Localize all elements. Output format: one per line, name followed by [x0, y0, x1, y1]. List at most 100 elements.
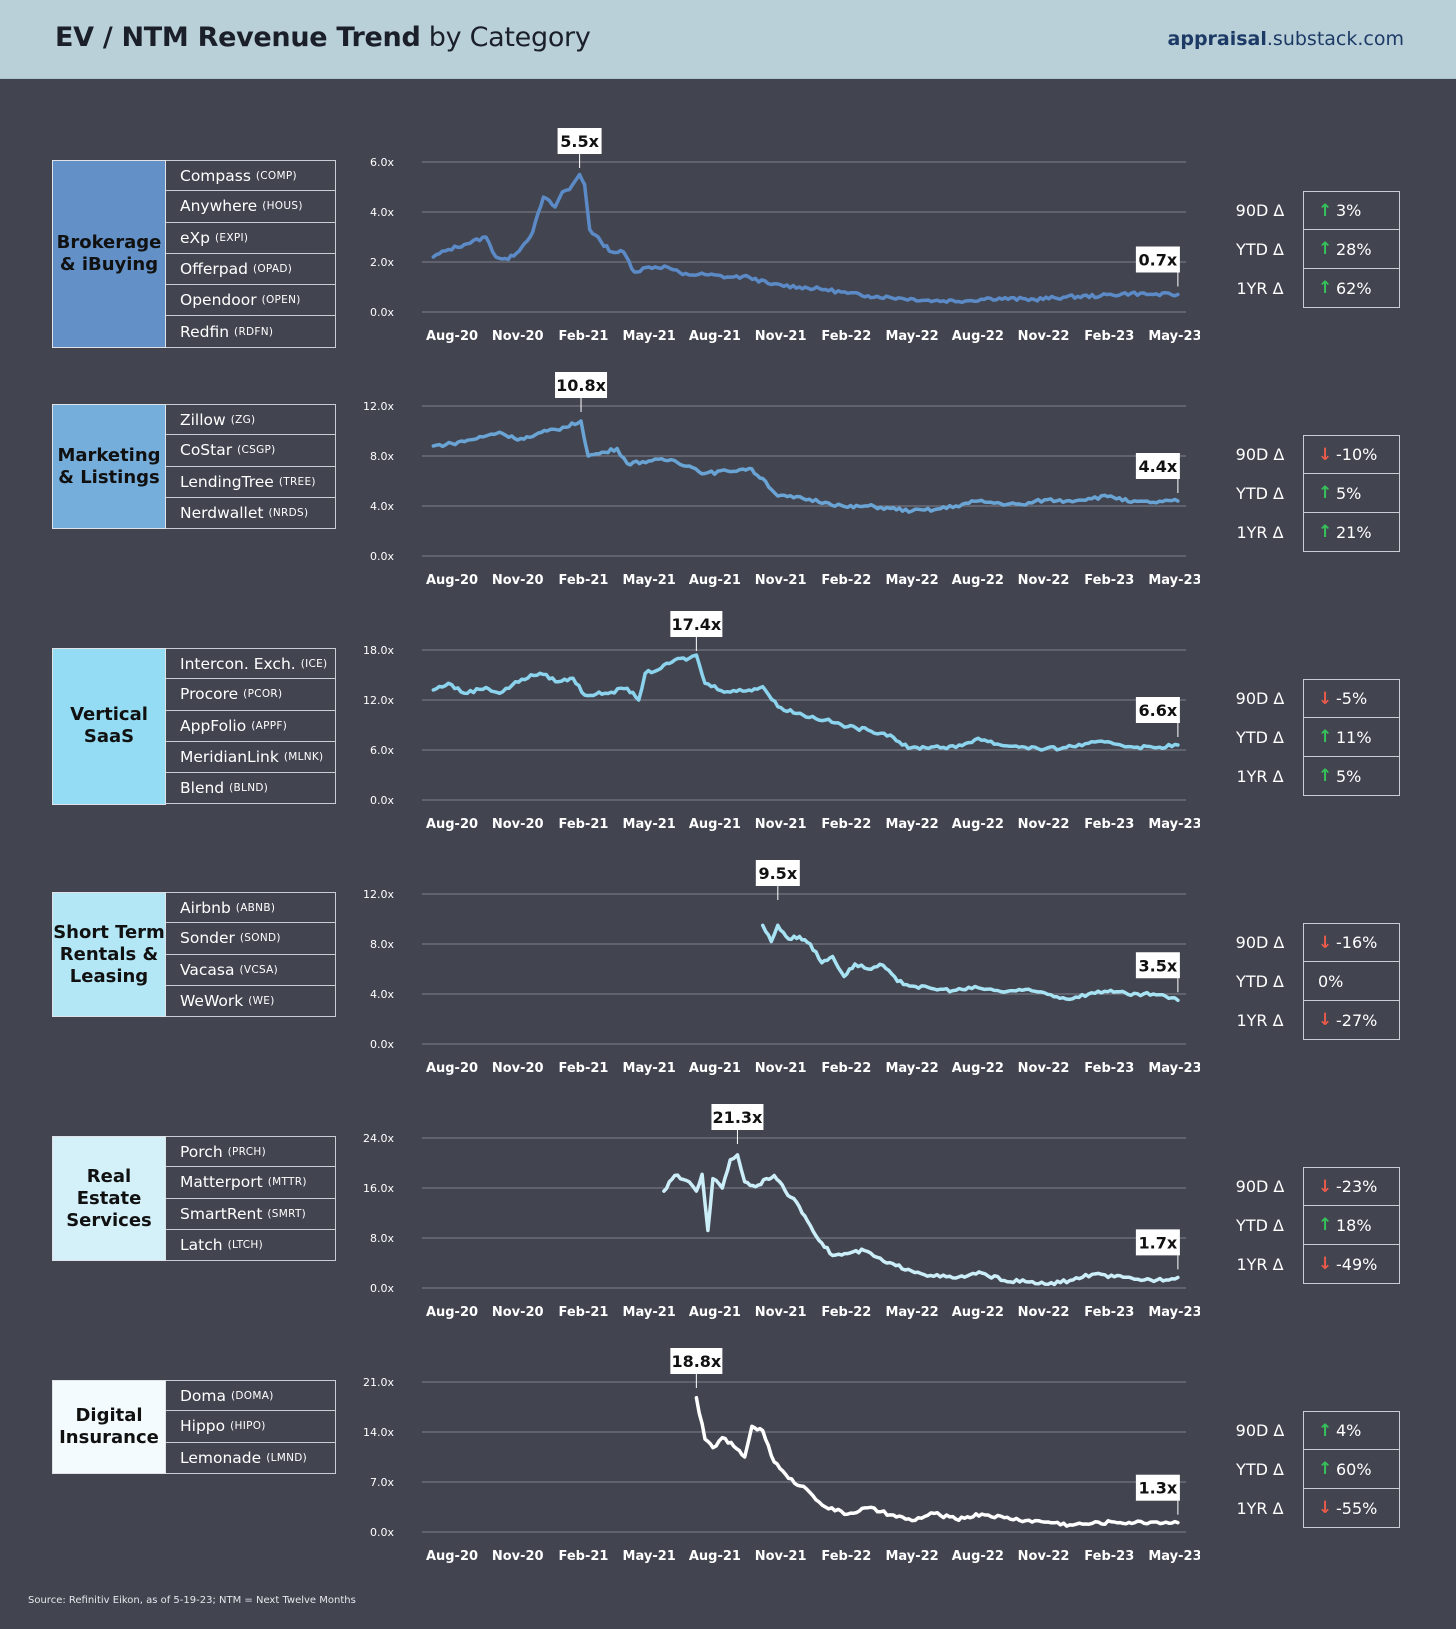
x-tick-label: Feb-21 [558, 329, 608, 344]
category-label: Short Term Rentals & Leasing [52, 892, 166, 1018]
end-callout: 4.4x [1135, 453, 1180, 493]
company-row: Opendoor (OPEN) [166, 285, 336, 317]
arrow-down-icon: ↓ [1318, 1010, 1333, 1030]
end-callout: 3.5x [1135, 952, 1180, 993]
x-tick-label: May-21 [623, 1305, 676, 1320]
delta-value: 5% [1336, 483, 1362, 503]
delta-label: 1YR Δ [1236, 1255, 1284, 1274]
arrow-down-icon: ↓ [1318, 1176, 1333, 1197]
company-name: Doma [180, 1386, 227, 1405]
company-name: LendingTree [180, 472, 274, 491]
company-row: Vacasa (VCSA) [166, 954, 336, 986]
x-tick-label: Nov-21 [755, 1549, 807, 1564]
y-tick-label: 6.0x [370, 156, 394, 169]
company-list: Airbnb (ABNB) Sonder (SOND) Vacasa (VCSA) WeWo… [166, 892, 336, 1018]
delta-value: 11% [1336, 727, 1372, 747]
x-tick-label: Nov-20 [492, 329, 544, 344]
series-line [431, 419, 1180, 514]
callout-label: 21.3x [713, 1108, 763, 1127]
delta-row: 90D Δ ↓ -5% [1230, 679, 1402, 718]
x-tick-label: Feb-22 [821, 573, 871, 588]
title-sub: by Category [428, 22, 591, 53]
y-tick-label: 8.0x [370, 938, 394, 951]
company-ticker: (OPEN) [261, 294, 301, 307]
company-name: Opendoor [180, 291, 257, 310]
company-row: Intercon. Exch. (ICE) [166, 648, 336, 680]
company-list: Compass (COMP) Anywhere (HOUS) eXp (EXPI) Offe… [166, 160, 336, 348]
delta-row: YTD Δ 0% [1230, 962, 1402, 1001]
delta-label: 90D Δ [1235, 1177, 1285, 1196]
delta-panel: 90D Δ ↓ -23% YTD Δ ↑ 18% 1YR Δ ↓ -49% [1230, 1167, 1402, 1284]
company-list: Zillow (ZG) CoStar (CSGP) LendingTree (TREE) N… [166, 404, 336, 530]
x-tick-label: Nov-20 [492, 817, 544, 832]
company-name: Offerpad [180, 260, 248, 279]
delta-panel: 90D Δ ↓ -10% YTD Δ ↑ 5% 1YR Δ ↑ 21% [1230, 435, 1402, 552]
x-tick-label: Aug-21 [689, 1061, 741, 1076]
company-row: CoStar (CSGP) [166, 435, 336, 467]
company-name: Nerdwallet [180, 504, 264, 523]
delta-value: 4% [1336, 1421, 1362, 1440]
company-ticker: (SOND) [239, 932, 281, 945]
delta-value-box: ↑ 60% [1303, 1450, 1400, 1489]
delta-row: YTD Δ ↑ 60% [1230, 1450, 1402, 1489]
callout-label: 9.5x [758, 864, 797, 883]
company-name: Airbnb [180, 898, 231, 917]
company-name: SmartRent [180, 1204, 263, 1223]
callout-box [557, 128, 602, 154]
source-note: Source: Refinitiv Eikon, as of 5-19-23; … [28, 1595, 356, 1606]
callout-box [670, 611, 723, 637]
x-tick-label: Feb-21 [558, 817, 608, 832]
callout-box [555, 372, 608, 398]
company-name: Anywhere [180, 197, 258, 216]
delta-value: 0% [1318, 971, 1344, 991]
callout-label: 5.5x [560, 132, 599, 151]
x-tick-label: Aug-21 [689, 1305, 741, 1320]
x-tick-label: Feb-23 [1084, 573, 1134, 588]
x-tick-label: May-23 [1148, 1549, 1200, 1564]
series-line [431, 172, 1180, 305]
delta-label: YTD Δ [1236, 1460, 1284, 1479]
x-tick-label: May-22 [885, 1549, 938, 1564]
series-line [694, 1395, 1180, 1528]
company-row: Procore (PCOR) [166, 679, 336, 711]
y-tick-label: 24.0x [363, 1132, 394, 1145]
line-chart: 6.0x 4.0x 2.0x 0.0x Aug-20 Nov-20 Feb-21 May-21… [370, 128, 1200, 344]
x-tick-label: Aug-20 [426, 573, 478, 588]
x-tick-label: Nov-20 [492, 1305, 544, 1320]
x-tick-label: Aug-22 [952, 1061, 1004, 1076]
x-tick-label: Nov-22 [1018, 329, 1070, 344]
y-tick-label: 0.0x [370, 550, 394, 563]
arrow-up-icon: ↑ [1318, 766, 1333, 786]
y-tick-label: 18.0x [363, 644, 394, 657]
site-link[interactable]: appraisal.substack.com [1168, 28, 1404, 50]
x-tick-label: May-21 [623, 1549, 676, 1564]
company-ticker: (NRDS) [268, 507, 309, 520]
delta-value: 62% [1336, 278, 1372, 298]
company-ticker: (HIPO) [230, 1420, 266, 1433]
company-row: WeWork (WE) [166, 985, 336, 1018]
company-list: Porch (PRCH) Matterport (MTTR) SmartRent (SMR… [166, 1136, 336, 1262]
category-section: Brokerage & iBuying Compass (COMP) Anywhere… [0, 100, 1456, 348]
company-row: LendingTree (TREE) [166, 466, 336, 498]
y-tick-label: 14.0x [363, 1426, 394, 1439]
x-tick-label: Aug-20 [426, 1305, 478, 1320]
delta-row: 90D Δ ↑ 3% [1230, 191, 1402, 230]
delta-value-box: ↑ 4% [1303, 1411, 1400, 1450]
peak-callout: 5.5x [557, 128, 602, 168]
series-line [431, 653, 1180, 752]
x-tick-label: May-22 [885, 329, 938, 344]
company-ticker: (MTTR) [267, 1176, 307, 1189]
delta-row: 1YR Δ ↓ -49% [1230, 1245, 1402, 1284]
company-row: Lemonade (LMND) [166, 1442, 336, 1474]
x-tick-label: Feb-22 [821, 329, 871, 344]
x-tick-label: Aug-20 [426, 329, 478, 344]
company-row: Hippo (HIPO) [166, 1411, 336, 1443]
x-tick-label: Feb-23 [1084, 329, 1134, 344]
company-ticker: (RDFN) [234, 325, 274, 338]
delta-value: 18% [1336, 1215, 1372, 1235]
company-ticker: (VCSA) [239, 963, 279, 976]
delta-row: YTD Δ ↑ 18% [1230, 1206, 1402, 1245]
delta-value: 60% [1336, 1459, 1372, 1479]
category-section: Vertical SaaS Intercon. Exch. (ICE) Procore… [0, 588, 1456, 832]
line-chart: 12.0x 8.0x 4.0x 0.0x Aug-20 Nov-20 Feb-21 May-2… [363, 860, 1200, 1076]
